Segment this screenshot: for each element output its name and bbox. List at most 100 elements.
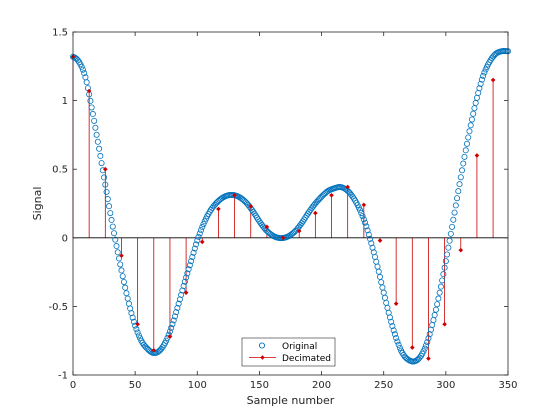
original-point xyxy=(364,227,371,234)
original-point xyxy=(444,251,451,258)
original-point xyxy=(394,338,401,345)
x-axis-label: Sample number xyxy=(247,394,335,407)
original-point xyxy=(432,306,439,313)
original-point xyxy=(190,249,197,256)
decimated-point xyxy=(232,192,237,198)
decimated-point xyxy=(103,166,108,172)
legend-original-label: Original xyxy=(282,342,317,352)
original-point xyxy=(91,117,98,124)
decimated-point xyxy=(426,356,431,361)
original-point xyxy=(368,240,375,247)
original-point xyxy=(184,270,191,277)
decimated-point xyxy=(345,184,350,190)
original-point xyxy=(454,195,461,202)
original-point xyxy=(195,233,202,240)
x-tick-label: 0 xyxy=(70,380,76,391)
original-point xyxy=(466,128,473,135)
original-point xyxy=(465,134,472,141)
y-tick-label: 1.5 xyxy=(52,28,68,39)
x-tick-label: 100 xyxy=(188,380,207,391)
original-point xyxy=(359,213,366,220)
original-point xyxy=(200,221,207,228)
original-point xyxy=(441,264,448,271)
decimated-point xyxy=(216,206,221,212)
decimated-point xyxy=(280,235,286,241)
original-point xyxy=(179,287,186,294)
original-point xyxy=(168,324,175,331)
original-point xyxy=(175,300,182,307)
legend-decimated-label: Decimated xyxy=(282,354,331,364)
original-point xyxy=(98,160,105,167)
original-point xyxy=(83,79,90,86)
y-tick-label: -0.5 xyxy=(48,302,68,313)
original-point xyxy=(174,304,181,311)
original-point xyxy=(120,278,127,285)
original-point xyxy=(462,147,469,154)
original-point xyxy=(463,140,470,147)
original-point xyxy=(193,241,200,248)
original-point xyxy=(191,245,198,252)
original-point xyxy=(199,224,206,231)
original-point xyxy=(389,323,396,330)
y-axis-ticks: -1 -0.5 0 0.5 1 1.5 xyxy=(48,28,508,382)
x-tick-label: 50 xyxy=(129,380,142,391)
original-point xyxy=(78,63,85,70)
decimated-point xyxy=(135,321,140,327)
original-point xyxy=(130,318,137,325)
original-point xyxy=(163,337,170,344)
decimated-point xyxy=(119,253,124,258)
original-point xyxy=(434,301,441,308)
original-point xyxy=(123,290,130,297)
original-point xyxy=(101,174,108,181)
original-point xyxy=(386,314,393,321)
original-point xyxy=(446,237,453,244)
y-tick-label: 0.5 xyxy=(52,165,68,176)
original-point xyxy=(102,181,109,188)
original-point xyxy=(425,335,432,342)
original-point xyxy=(97,152,104,159)
original-point xyxy=(482,66,489,73)
legend: Original Decimated xyxy=(241,337,336,367)
original-point xyxy=(194,237,201,244)
original-point xyxy=(421,345,428,352)
original-point xyxy=(393,334,400,341)
original-point xyxy=(185,266,192,273)
original-point xyxy=(92,124,99,131)
legend-box xyxy=(241,337,336,367)
original-point xyxy=(106,203,113,210)
original-point xyxy=(119,273,126,280)
original-point xyxy=(87,97,94,104)
original-point xyxy=(395,341,402,348)
original-point xyxy=(470,110,477,117)
original-point xyxy=(390,327,397,334)
original-point xyxy=(468,116,475,123)
original-point xyxy=(478,76,485,83)
decimated-markers xyxy=(70,54,496,361)
decimated-point xyxy=(183,290,189,295)
original-point xyxy=(104,196,111,203)
original-point xyxy=(480,72,487,79)
original-point xyxy=(178,291,185,298)
original-point xyxy=(166,328,173,335)
original-point xyxy=(133,326,140,333)
original-point xyxy=(111,230,118,237)
original-point xyxy=(122,284,129,291)
original-point xyxy=(396,344,403,351)
original-point xyxy=(81,70,88,77)
original-point xyxy=(188,258,195,265)
original-point xyxy=(128,310,135,317)
original-point xyxy=(114,249,121,256)
original-point xyxy=(181,278,188,285)
original-point xyxy=(118,267,125,274)
x-tick-label: 350 xyxy=(498,380,517,391)
legend-original-marker xyxy=(258,342,266,349)
original-point xyxy=(365,231,372,238)
original-point xyxy=(117,261,124,268)
decimated-point xyxy=(151,348,157,353)
original-point xyxy=(183,274,190,281)
decimated-point xyxy=(313,210,318,216)
original-point xyxy=(391,331,398,338)
original-point xyxy=(173,309,180,316)
original-point xyxy=(424,339,431,346)
legend-decimated-marker xyxy=(260,355,265,360)
